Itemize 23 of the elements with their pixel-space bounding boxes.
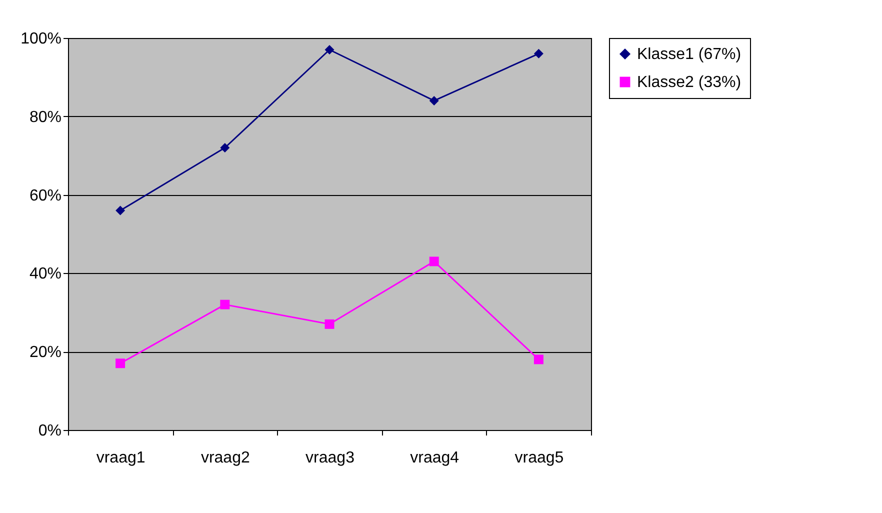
y-tick-label: 0% <box>38 422 62 440</box>
point <box>324 45 334 55</box>
point <box>116 358 126 368</box>
point <box>220 300 230 310</box>
point <box>220 143 230 153</box>
y-tick-label: 40% <box>29 266 62 283</box>
x-tick-label: vraag2 <box>200 450 250 466</box>
point <box>324 319 334 329</box>
y-tick-label: 20% <box>29 344 62 362</box>
y-tick-label: 60% <box>29 187 62 204</box>
legend-label: Klasse1 (67%) <box>637 46 742 63</box>
legend-label: Klasse2 (33%) <box>637 74 742 91</box>
point <box>534 354 544 364</box>
x-tick-label: vraag4 <box>410 450 460 466</box>
x-tick-label: vraag3 <box>306 450 355 466</box>
x-tick-label: vraag1 <box>96 450 146 466</box>
point <box>429 256 439 266</box>
x-tick-label: vraag5 <box>514 450 564 466</box>
y-tick-label: 100% <box>20 30 62 48</box>
point <box>534 48 544 58</box>
point <box>116 206 126 216</box>
point <box>429 96 439 106</box>
y-tick-label: 80% <box>29 108 62 126</box>
